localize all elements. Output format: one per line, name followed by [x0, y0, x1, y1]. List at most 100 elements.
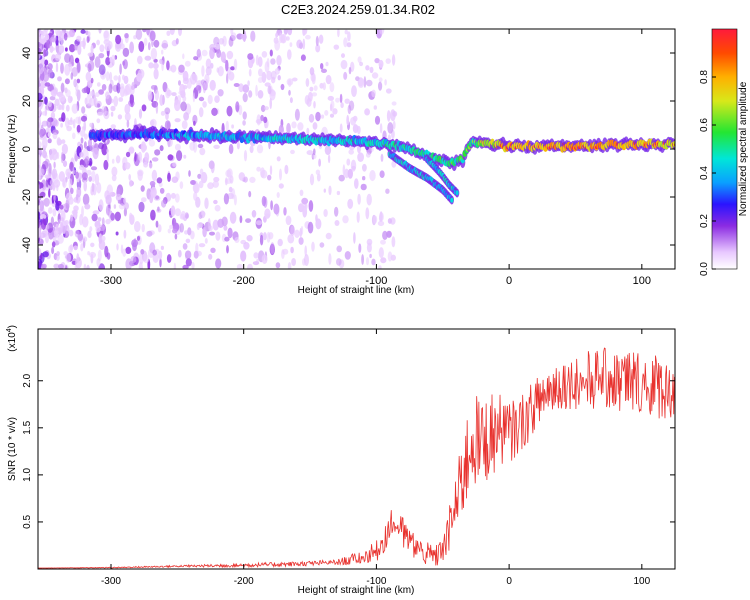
- noise-blob: [124, 84, 131, 96]
- noise-blob: [348, 100, 355, 111]
- noise-blob: [336, 190, 341, 196]
- noise-blob: [260, 114, 264, 122]
- noise-blob: [38, 41, 41, 48]
- noise-blob: [140, 185, 145, 192]
- noise-blob: [101, 217, 105, 227]
- noise-blob: [324, 110, 329, 116]
- x-tick-label: -100: [366, 576, 386, 587]
- noise-blob: [240, 239, 247, 245]
- noise-blob: [390, 109, 396, 122]
- noise-blob: [242, 120, 246, 126]
- noise-blob: [83, 263, 87, 269]
- noise-blob: [154, 149, 161, 156]
- noise-blob: [305, 34, 311, 40]
- noise-blob: [242, 92, 248, 103]
- noise-blob: [73, 78, 78, 88]
- noise-blob: [193, 191, 198, 201]
- noise-blob: [64, 53, 71, 63]
- noise-blob: [240, 250, 247, 262]
- noise-blob: [50, 153, 55, 159]
- noise-blob: [38, 167, 41, 176]
- noise-blob: [91, 170, 96, 183]
- noise-blob: [197, 143, 204, 149]
- noise-blob: [166, 30, 171, 36]
- noise-blob: [70, 187, 74, 194]
- noise-blob: [336, 258, 342, 266]
- noise-blob: [90, 242, 95, 248]
- noise-blob: [269, 49, 273, 57]
- noise-blob: [39, 191, 46, 198]
- noise-blob: [259, 234, 264, 246]
- noise-blob: [306, 127, 310, 135]
- noise-blob: [261, 195, 267, 207]
- noise-blob: [115, 155, 121, 164]
- noise-blob: [373, 105, 377, 110]
- noise-blob: [226, 50, 234, 60]
- noise-blob: [260, 169, 268, 179]
- y-tick-label: 40: [21, 47, 33, 59]
- noise-blob: [106, 148, 109, 153]
- noise-blob: [94, 173, 100, 186]
- noise-blob: [153, 39, 160, 48]
- noise-blob: [311, 241, 315, 252]
- noise-blob: [225, 178, 232, 184]
- noise-blob: [180, 101, 187, 112]
- noise-blob: [94, 56, 101, 68]
- noise-blob: [357, 193, 361, 205]
- y-tick-label: 2.0: [22, 373, 33, 387]
- noise-blob: [49, 179, 55, 186]
- noise-blob: [141, 104, 147, 112]
- noise-blob: [48, 207, 53, 214]
- noise-blob: [148, 162, 153, 169]
- noise-blob: [380, 153, 384, 162]
- noise-blob: [282, 248, 289, 255]
- noise-blob: [84, 156, 90, 165]
- noise-blob: [86, 36, 90, 43]
- noise-blob: [89, 122, 94, 128]
- noise-blob: [51, 241, 56, 248]
- x-tick-label: -200: [234, 576, 254, 587]
- noise-blob: [119, 83, 125, 89]
- noise-blob: [124, 103, 131, 115]
- noise-blob: [228, 37, 234, 47]
- noise-blob: [247, 80, 250, 87]
- noise-blob: [347, 168, 353, 179]
- noise-blob: [184, 230, 189, 235]
- noise-blob: [98, 233, 103, 244]
- noise-blob: [387, 218, 392, 224]
- noise-blob: [106, 252, 111, 260]
- noise-blob: [185, 212, 189, 219]
- noise-blob: [323, 209, 328, 217]
- noise-blob: [98, 199, 104, 212]
- noise-blob: [214, 95, 220, 103]
- noise-blob: [55, 29, 61, 35]
- noise-blob: [150, 85, 157, 90]
- noise-blob: [361, 254, 364, 265]
- noise-blob: [64, 78, 70, 85]
- noise-blob: [150, 48, 158, 60]
- noise-blob: [65, 47, 68, 52]
- noise-blob: [72, 132, 76, 140]
- noise-blob: [165, 87, 171, 99]
- noise-blob: [45, 127, 50, 133]
- noise-blob: [47, 138, 52, 144]
- noise-blob: [378, 247, 384, 259]
- noise-blob: [170, 205, 176, 217]
- noise-blob: [305, 78, 310, 87]
- y-tick-label: 0: [21, 146, 33, 152]
- noise-blob: [65, 168, 72, 177]
- noise-blob: [198, 96, 205, 102]
- noise-blob: [196, 48, 201, 58]
- noise-blob: [371, 89, 376, 98]
- noise-blob: [329, 113, 335, 118]
- noise-blob: [137, 170, 143, 181]
- noise-blob: [174, 143, 181, 151]
- noise-blob: [98, 89, 104, 95]
- noise-blob: [124, 33, 129, 39]
- noise-blob: [98, 29, 102, 34]
- noise-blob: [315, 44, 321, 53]
- y-tick-label: 0.5: [22, 515, 33, 529]
- noise-blob: [38, 261, 42, 269]
- noise-blob: [96, 258, 101, 267]
- noise-blob: [228, 186, 233, 193]
